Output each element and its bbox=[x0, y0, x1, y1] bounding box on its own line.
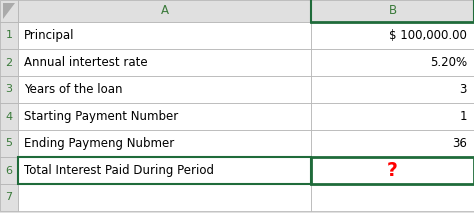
Text: 1: 1 bbox=[459, 110, 467, 123]
Text: 3: 3 bbox=[6, 85, 12, 95]
Bar bbox=[18, 103, 311, 130]
Bar bbox=[0, 103, 18, 130]
Text: 5.20%: 5.20% bbox=[430, 56, 467, 69]
Bar bbox=[0, 184, 18, 211]
Bar bbox=[311, 130, 474, 157]
Polygon shape bbox=[3, 3, 15, 19]
Bar bbox=[18, 76, 311, 103]
Text: Years of the loan: Years of the loan bbox=[24, 83, 122, 96]
Bar bbox=[0, 0, 18, 22]
Bar bbox=[311, 157, 474, 184]
Text: $ 100,000.00: $ 100,000.00 bbox=[389, 29, 467, 42]
Text: ?: ? bbox=[387, 161, 398, 180]
Text: 1: 1 bbox=[6, 30, 12, 40]
Bar bbox=[18, 157, 311, 184]
Text: 4: 4 bbox=[5, 111, 13, 121]
Bar bbox=[311, 76, 474, 103]
Bar bbox=[311, 103, 474, 130]
Text: Starting Payment Number: Starting Payment Number bbox=[24, 110, 178, 123]
Bar bbox=[311, 49, 474, 76]
Bar bbox=[18, 130, 311, 157]
Text: 7: 7 bbox=[5, 193, 13, 203]
Bar bbox=[18, 0, 311, 22]
Bar bbox=[311, 157, 474, 184]
Text: 6: 6 bbox=[6, 166, 12, 176]
Text: Total Interest Paid During Period: Total Interest Paid During Period bbox=[24, 164, 214, 177]
Text: A: A bbox=[161, 4, 168, 17]
Bar bbox=[311, 22, 474, 49]
Text: 5: 5 bbox=[6, 138, 12, 148]
Bar bbox=[0, 49, 18, 76]
Text: 2: 2 bbox=[5, 58, 13, 68]
Text: 3: 3 bbox=[460, 83, 467, 96]
Bar bbox=[18, 157, 311, 184]
Bar bbox=[0, 130, 18, 157]
Bar bbox=[18, 22, 311, 49]
Text: Ending Paymeng Nubmer: Ending Paymeng Nubmer bbox=[24, 137, 174, 150]
Text: Annual intertest rate: Annual intertest rate bbox=[24, 56, 147, 69]
Text: B: B bbox=[388, 4, 397, 17]
Bar bbox=[311, 0, 474, 22]
Bar bbox=[0, 76, 18, 103]
Bar bbox=[18, 49, 311, 76]
Text: 36: 36 bbox=[452, 137, 467, 150]
Bar bbox=[311, 184, 474, 211]
Text: Principal: Principal bbox=[24, 29, 74, 42]
Bar bbox=[0, 157, 18, 184]
Bar bbox=[18, 184, 311, 211]
Bar bbox=[0, 22, 18, 49]
